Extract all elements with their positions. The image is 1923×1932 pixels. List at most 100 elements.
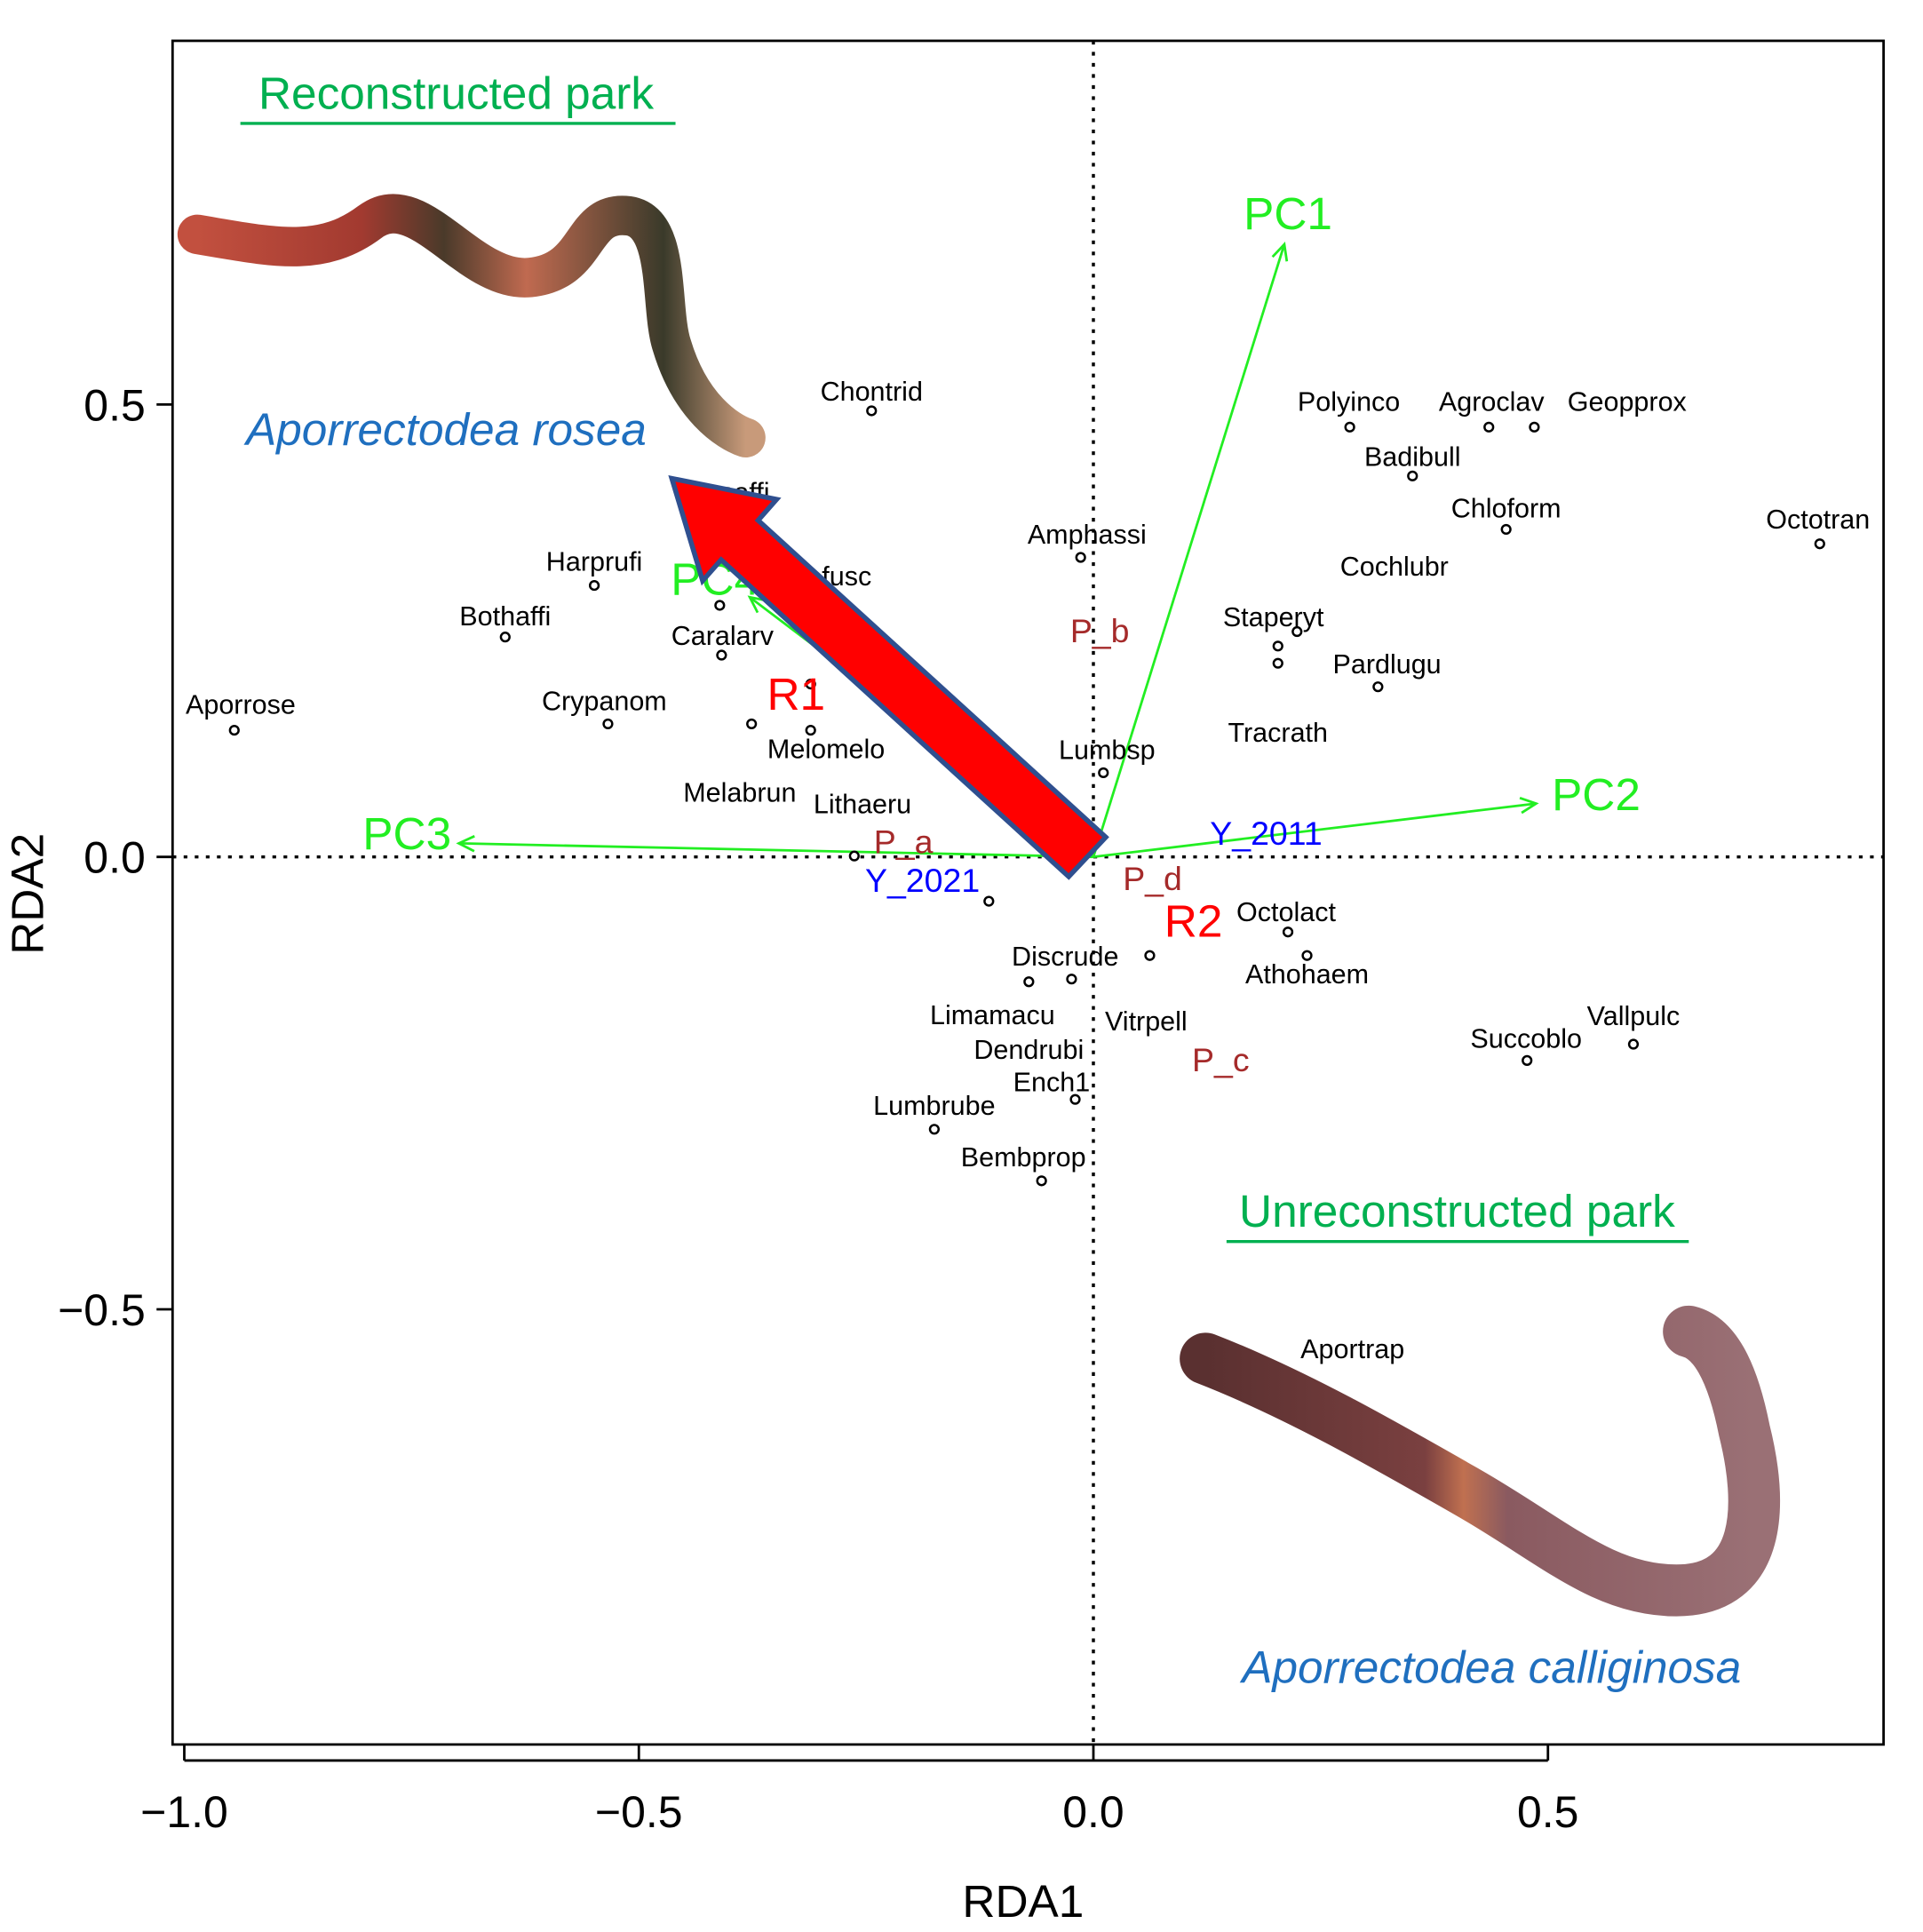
factor-label-p_c: P_c — [1192, 1041, 1250, 1078]
species-label-lithaeru: Lithaeru — [814, 790, 911, 820]
y-axis-title: RDA2 — [3, 833, 53, 955]
annotation-species-calliginosa: Aporrectodea calliginosa — [1239, 1642, 1741, 1693]
annotation-unreconstructed-park: Unreconstructed park — [1239, 1186, 1675, 1236]
vector-pc2 — [1093, 802, 1537, 859]
species-label-chloform: Chloform — [1451, 494, 1561, 524]
species-point — [1075, 552, 1086, 563]
y-tick-label: 0.5 — [83, 380, 145, 430]
species-point — [716, 649, 727, 661]
species-label-melabrun: Melabrun — [683, 777, 796, 807]
species-point — [714, 600, 726, 611]
species-label-geopprox: Geopprox — [1568, 386, 1687, 417]
species-label-amphassi: Amphassi — [1028, 520, 1147, 550]
species-label-ench1: Ench1 — [1013, 1067, 1091, 1097]
species-point — [499, 632, 511, 643]
species-point — [1069, 1093, 1081, 1105]
species-label-chontrid: Chontrid — [821, 377, 923, 407]
species-point — [1500, 523, 1512, 536]
x-tick-label: 0.5 — [1517, 1787, 1578, 1837]
species-label-staperyt: Staperyt — [1223, 602, 1324, 632]
species-point — [228, 724, 240, 736]
vector-label-pc3: PC3 — [362, 808, 451, 859]
vector-label-pc1: PC1 — [1244, 188, 1332, 239]
annotation-species-rosea: Aporrectodea rosea — [243, 404, 647, 455]
species-point — [1483, 421, 1495, 433]
species-label-vallpulc: Vallpulc — [1587, 1001, 1681, 1031]
species-label-tracrath: Tracrath — [1228, 718, 1328, 748]
species-label-pardlugu: Pardlugu — [1333, 649, 1442, 680]
factor-label-r2: R2 — [1164, 896, 1223, 947]
species-label-agroclav: Agroclav — [1439, 386, 1545, 417]
species-label-octolact: Octolact — [1236, 897, 1336, 927]
species-point — [746, 718, 758, 730]
big-red-arrow — [668, 474, 1109, 880]
species-point — [1144, 950, 1156, 961]
species-label-polyinco: Polyinco — [1298, 386, 1400, 417]
factor-label-r1: R1 — [767, 669, 825, 720]
arrowhead-pc1 — [1271, 241, 1289, 262]
species-point — [1522, 1054, 1533, 1066]
species-label-limamacu: Limamacu — [930, 1000, 1055, 1030]
species-point — [1372, 681, 1384, 693]
species-point — [848, 850, 860, 862]
species-label-octotran: Octotran — [1766, 505, 1870, 535]
species-label-cochlubr: Cochlubr — [1340, 552, 1449, 582]
species-point — [928, 1124, 940, 1135]
species-label-aportrap: Aportrap — [1300, 1334, 1404, 1364]
species-point — [805, 724, 816, 736]
species-label-caralarv: Caralarv — [671, 621, 775, 651]
species-label-harprufi: Harprufi — [546, 547, 643, 577]
species-point — [1098, 767, 1109, 779]
species-point — [1066, 974, 1077, 985]
species-label-aporrose: Aporrose — [186, 690, 296, 720]
species-point — [588, 579, 600, 592]
species-point — [1301, 950, 1313, 961]
x-tick-label: 0.0 — [1062, 1787, 1124, 1837]
species-point — [1407, 470, 1418, 481]
factor-label-y_2011: Y_2011 — [1210, 815, 1322, 852]
vector-label-pc2: PC2 — [1552, 769, 1641, 820]
species-label-bothaffi: Bothaffi — [459, 601, 551, 632]
species-point — [1036, 1175, 1047, 1187]
species-label-crypanom: Crypanom — [542, 687, 667, 717]
species-point — [1529, 421, 1540, 433]
factor-label-y_2021: Y_2021 — [865, 862, 980, 899]
species-point — [1344, 421, 1355, 433]
species-point — [602, 718, 614, 730]
species-point — [805, 679, 816, 690]
vector-pc1 — [1092, 243, 1286, 858]
earthworm-calliginosa-image — [1180, 1305, 1780, 1617]
species-point — [1272, 657, 1283, 669]
arrowhead-pc3 — [456, 835, 475, 853]
species-point — [866, 405, 878, 417]
species-label-badibull: Badibull — [1364, 442, 1461, 473]
species-point — [1272, 640, 1283, 652]
species-label-lumbsp: Lumbsp — [1059, 735, 1156, 766]
species-point — [1627, 1038, 1640, 1050]
factor-label-p_b: P_b — [1070, 612, 1130, 649]
species-label-melomelo: Melomelo — [767, 735, 885, 765]
earthworm-rosea-image — [177, 194, 766, 458]
x-axis-title: RDA1 — [962, 1876, 1084, 1927]
species-label-dendrubi: Dendrubi — [973, 1035, 1084, 1065]
species-label-athohaem: Athohaem — [1245, 959, 1369, 990]
plot-frame — [171, 39, 1885, 1746]
y-tick-label: 0.0 — [83, 833, 145, 883]
annotation-reconstructed-park: Reconstructed park — [258, 68, 654, 118]
y-tick-label: −0.5 — [58, 1285, 146, 1335]
species-point — [1291, 625, 1303, 638]
factor-label-p_a: P_a — [874, 823, 934, 860]
species-point — [1282, 926, 1294, 938]
species-label-lumbrube: Lumbrube — [873, 1091, 995, 1121]
arrowhead-pc2 — [1519, 796, 1539, 815]
species-point — [983, 895, 995, 907]
x-tick-label: −1.0 — [140, 1787, 228, 1837]
species-label-discrude: Discrude — [1012, 942, 1118, 972]
species-point — [1023, 976, 1035, 988]
species-point — [1814, 538, 1825, 550]
species-label-succoblo: Succoblo — [1470, 1024, 1582, 1054]
species-label-vitrpell: Vitrpell — [1105, 1006, 1188, 1037]
x-tick-label: −0.5 — [595, 1787, 683, 1837]
vector-pc3 — [458, 842, 1094, 859]
